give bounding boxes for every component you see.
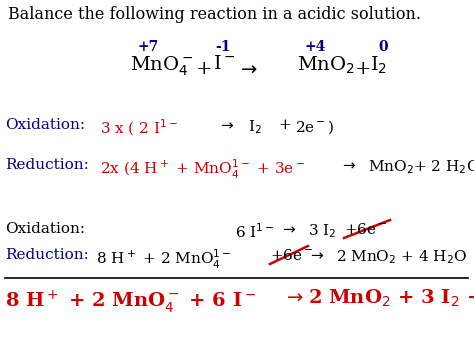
Text: I$_2$: I$_2$	[248, 118, 262, 136]
Text: Reduction:: Reduction:	[5, 158, 89, 172]
Text: 2 MnO$_2$ + 3 I$_2$ + 4 H$_2$O: 2 MnO$_2$ + 3 I$_2$ + 4 H$_2$O	[308, 288, 474, 309]
Text: $\rightarrow$: $\rightarrow$	[308, 248, 325, 262]
Text: +: +	[196, 60, 212, 78]
Text: +: +	[278, 118, 291, 132]
Text: Reduction:: Reduction:	[5, 248, 89, 262]
Text: 2x (4 H$^+$ + MnO$_4^{1-}$ + 3e$^-$: 2x (4 H$^+$ + MnO$_4^{1-}$ + 3e$^-$	[100, 158, 305, 181]
Text: 8 H$^+$ + 2 MnO$_4^{1-}$: 8 H$^+$ + 2 MnO$_4^{1-}$	[96, 248, 231, 271]
Text: 6 I$^{1-}$: 6 I$^{1-}$	[235, 222, 274, 241]
Text: Oxidation:: Oxidation:	[5, 118, 85, 132]
Text: +7: +7	[138, 40, 159, 54]
Text: 2 MnO$_2$ + 4 H$_2$O: 2 MnO$_2$ + 4 H$_2$O	[336, 248, 467, 266]
Text: +6e$^-$: +6e$^-$	[270, 248, 313, 263]
Text: +: +	[355, 60, 372, 78]
Text: 3 I$_2$: 3 I$_2$	[308, 222, 337, 240]
Text: I$_2$: I$_2$	[370, 55, 387, 76]
Text: MnO$_2$: MnO$_2$	[297, 55, 355, 76]
Text: I$^-$: I$^-$	[213, 55, 236, 73]
Text: $\rightarrow$: $\rightarrow$	[237, 60, 258, 78]
Text: +6e$^-$: +6e$^-$	[344, 222, 388, 237]
Text: $\rightarrow$: $\rightarrow$	[280, 222, 297, 236]
Text: Oxidation:: Oxidation:	[5, 222, 85, 236]
Text: 2e$^-$): 2e$^-$)	[295, 118, 334, 136]
Text: $\rightarrow$: $\rightarrow$	[340, 158, 357, 172]
Text: Balance the following reaction in a acidic solution.: Balance the following reaction in a acid…	[8, 6, 421, 23]
Text: -1: -1	[215, 40, 230, 54]
Text: $\rightarrow$: $\rightarrow$	[218, 118, 235, 132]
Text: $\rightarrow$: $\rightarrow$	[283, 288, 304, 306]
Text: 0: 0	[378, 40, 388, 54]
Text: MnO$_2$+ 2 H$_2$O): MnO$_2$+ 2 H$_2$O)	[368, 158, 474, 176]
Text: 3 x ( 2 I$^{1-}$: 3 x ( 2 I$^{1-}$	[100, 118, 178, 138]
Text: +4: +4	[305, 40, 327, 54]
Text: MnO$_4^-$: MnO$_4^-$	[130, 55, 193, 78]
Text: 8 H$^+$ + 2 MnO$_4^-$ + 6 I$^-$: 8 H$^+$ + 2 MnO$_4^-$ + 6 I$^-$	[5, 288, 256, 315]
